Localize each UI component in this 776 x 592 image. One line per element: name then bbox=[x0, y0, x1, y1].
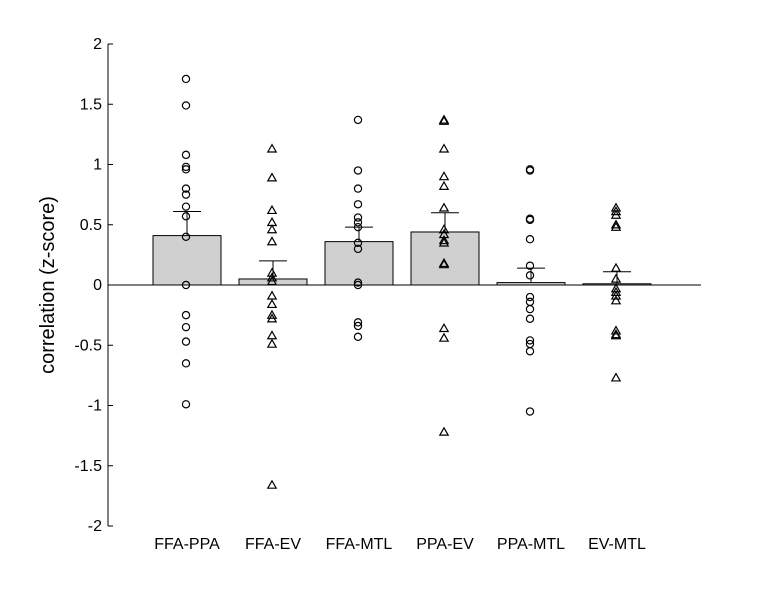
data-point-circle bbox=[181, 212, 191, 221]
data-point-triangle bbox=[610, 206, 622, 216]
bar-ffa-ppa bbox=[152, 235, 222, 286]
y-tick-label: 0 bbox=[93, 277, 102, 294]
y-tick-label: -1 bbox=[88, 398, 102, 415]
data-point-circle bbox=[525, 235, 535, 244]
x-tick-label: PPA-MTL bbox=[497, 536, 565, 553]
data-point-circle bbox=[181, 101, 191, 110]
data-point-triangle bbox=[266, 172, 278, 182]
data-point-circle bbox=[353, 318, 363, 327]
y-tick-label: -0.5 bbox=[74, 337, 102, 354]
data-point-triangle bbox=[438, 171, 450, 181]
data-point-triangle bbox=[610, 219, 622, 229]
data-point-triangle bbox=[438, 235, 450, 245]
data-point-triangle bbox=[438, 332, 450, 342]
data-point-circle bbox=[181, 74, 191, 84]
data-point-circle bbox=[181, 337, 191, 346]
data-point-triangle bbox=[610, 221, 622, 231]
data-point-circle bbox=[181, 190, 191, 199]
data-point-circle bbox=[525, 314, 535, 323]
data-point-circle bbox=[181, 150, 191, 160]
data-point-circle bbox=[181, 232, 191, 241]
data-point-triangle bbox=[266, 479, 278, 489]
data-point-circle bbox=[353, 115, 363, 125]
data-point-triangle bbox=[266, 143, 278, 153]
data-point-triangle bbox=[438, 426, 450, 436]
data-point-triangle bbox=[438, 259, 450, 269]
data-point-triangle bbox=[266, 313, 278, 323]
y-tick-label: -2 bbox=[88, 518, 102, 535]
x-tick-label: FFA-PPA bbox=[154, 536, 220, 553]
data-point-triangle bbox=[438, 202, 450, 212]
data-point-triangle bbox=[266, 236, 278, 246]
data-point-triangle bbox=[266, 298, 278, 309]
data-point-triangle bbox=[610, 262, 622, 272]
x-tick-label: FFA-MTL bbox=[326, 536, 393, 553]
data-point-circle bbox=[353, 332, 363, 342]
data-point-circle bbox=[525, 304, 535, 314]
data-point-triangle bbox=[438, 322, 450, 333]
data-point-circle bbox=[353, 244, 363, 254]
data-point-triangle bbox=[610, 325, 622, 335]
data-point-circle bbox=[353, 222, 363, 232]
x-tick-label: FFA-EV bbox=[245, 536, 301, 553]
data-point-triangle bbox=[266, 330, 278, 340]
data-point-circle bbox=[353, 238, 363, 248]
data-point-circle bbox=[525, 292, 535, 302]
data-point-circle bbox=[525, 297, 535, 307]
data-point-circle bbox=[181, 162, 191, 172]
data-point-circle bbox=[353, 278, 363, 287]
data-point-triangle bbox=[610, 209, 622, 219]
y-tick-label: 0.5 bbox=[80, 217, 102, 234]
data-point-triangle bbox=[610, 273, 622, 283]
data-point-triangle bbox=[610, 372, 622, 382]
y-tick-label: -1.5 bbox=[74, 458, 102, 475]
data-point-triangle bbox=[266, 224, 278, 234]
data-point-circle bbox=[181, 165, 191, 174]
y-tick-label: 2 bbox=[93, 36, 102, 53]
data-point-circle bbox=[525, 407, 535, 416]
data-point-circle bbox=[181, 310, 191, 320]
data-point-circle bbox=[525, 261, 535, 270]
data-point-circle bbox=[525, 215, 535, 225]
data-point-circle bbox=[353, 166, 363, 175]
data-point-triangle bbox=[438, 224, 450, 234]
data-point-circle bbox=[353, 213, 363, 222]
data-point-triangle bbox=[266, 338, 278, 348]
data-point-triangle bbox=[266, 290, 278, 300]
data-point-circle bbox=[353, 200, 363, 209]
data-point-triangle bbox=[438, 237, 450, 247]
data-point-triangle bbox=[438, 115, 450, 125]
data-point-circle bbox=[525, 271, 535, 280]
data-point-circle bbox=[525, 166, 535, 175]
x-tick-label: EV-MTL bbox=[588, 536, 646, 553]
data-point-circle bbox=[181, 400, 191, 409]
data-point-circle bbox=[353, 321, 363, 331]
data-point-triangle bbox=[266, 272, 278, 282]
data-point-circle bbox=[181, 359, 191, 368]
data-point-circle bbox=[181, 184, 191, 193]
data-point-triangle bbox=[610, 295, 622, 305]
data-point-circle bbox=[353, 218, 363, 227]
data-point-circle bbox=[181, 322, 191, 332]
data-point-triangle bbox=[610, 330, 622, 340]
y-tick-label: 1 bbox=[93, 157, 102, 174]
data-point-circle bbox=[353, 184, 363, 193]
y-tick-label: 1.5 bbox=[80, 96, 102, 113]
data-point-triangle bbox=[438, 180, 450, 190]
data-point-triangle bbox=[438, 143, 450, 153]
data-point-circle bbox=[525, 336, 535, 345]
data-point-circle bbox=[525, 347, 535, 356]
bar-ffa-mtl bbox=[324, 241, 394, 286]
data-point-circle bbox=[353, 280, 363, 290]
data-point-triangle bbox=[266, 309, 278, 319]
x-tick-label: PPA-EV bbox=[416, 536, 474, 553]
data-point-triangle bbox=[610, 290, 622, 300]
data-point-triangle bbox=[266, 204, 278, 215]
y-axis-label: correlation (z-score) bbox=[37, 196, 59, 374]
data-point-circle bbox=[181, 202, 191, 211]
data-point-triangle bbox=[266, 275, 278, 286]
data-point-circle bbox=[181, 280, 191, 290]
